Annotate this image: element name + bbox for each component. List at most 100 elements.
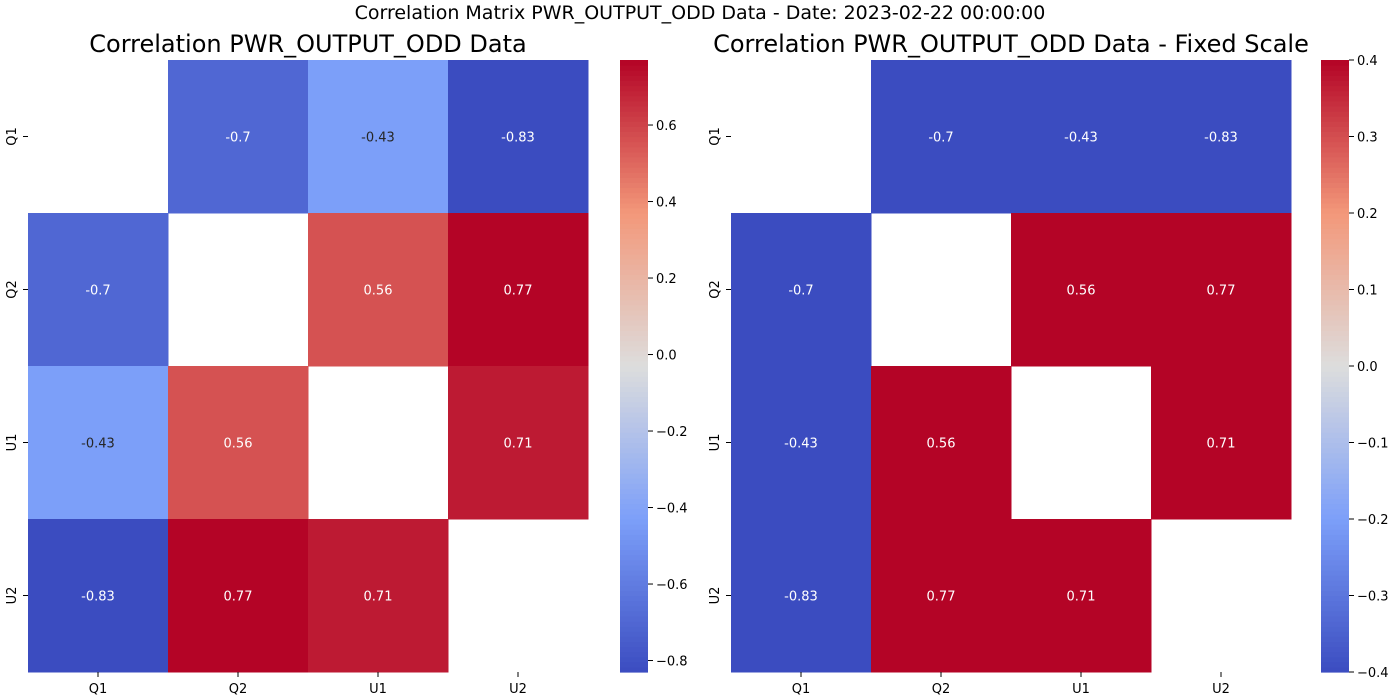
colorbar-segment [1321, 437, 1349, 444]
colorbar-segment [1321, 85, 1349, 92]
colorbar-segment [1321, 626, 1349, 632]
colorbar-segment [1321, 575, 1349, 581]
colorbar-segment [1321, 666, 1349, 673]
colorbar-segment [1321, 498, 1349, 505]
colorbar-segment [620, 381, 648, 387]
colorbar-segment [1321, 100, 1349, 107]
colorbar-segment [1321, 570, 1349, 576]
colorbar-segment [620, 116, 648, 122]
colorbar-segment [1321, 493, 1349, 500]
heatmap-cell-Q2-Q1 [28, 213, 169, 367]
heatmap-cell-U2-Q1 [731, 519, 872, 673]
colorbar-segment [620, 284, 648, 291]
colorbar-segment [1321, 258, 1349, 265]
colorbar-segment [1321, 447, 1349, 454]
colorbar-segment [620, 100, 648, 107]
colorbar-segment [620, 238, 648, 245]
colorbar-segment [1321, 631, 1349, 637]
colorbar-segment [1321, 243, 1349, 250]
heatmap-cell-Q1-Q2 [168, 60, 309, 214]
colorbar-segment [620, 549, 648, 556]
heatmap-cell-Q1-U1 [1011, 60, 1152, 214]
colorbar-segment [1321, 661, 1349, 668]
colorbar-segment [1321, 488, 1349, 495]
colorbar-segment [620, 524, 648, 530]
colorbar-segment [620, 564, 648, 571]
colorbar-segment [1321, 366, 1349, 372]
colorbar-segment [620, 253, 648, 260]
x-tick-label: Q1 [89, 682, 108, 697]
colorbar-segment [1321, 534, 1349, 540]
heatmap-cell-Q1-U1 [308, 60, 449, 214]
colorbar-segment [1321, 417, 1349, 423]
colorbar-segment [1321, 309, 1349, 316]
colorbar-segment [1321, 350, 1349, 357]
heatmap-cell-Q1-Q2 [871, 60, 1012, 214]
colorbar-segment [1321, 621, 1349, 627]
cell-value-label: -0.83 [501, 131, 535, 146]
colorbar-segment [620, 187, 648, 194]
colorbar-segment [1321, 473, 1349, 479]
colorbar-segment [620, 146, 648, 153]
colorbar-segment [1321, 549, 1349, 556]
colorbar-segment [1321, 559, 1349, 566]
colorbar-segment [620, 279, 648, 285]
colorbar-segment [620, 126, 648, 132]
colorbar-segment [620, 340, 648, 347]
colorbar-segment [620, 167, 648, 173]
colorbar-segment [620, 366, 648, 372]
colorbar-segment [620, 309, 648, 316]
colorbar-segment [1321, 228, 1349, 234]
heatmap-cell-Q1-U2 [448, 60, 589, 214]
cell-value-label: -0.7 [225, 131, 250, 146]
colorbar-segment [620, 498, 648, 505]
colorbar-segment [1321, 411, 1349, 418]
x-tick-label: U2 [1212, 682, 1230, 697]
colorbar-segment [620, 447, 648, 454]
colorbar-segment [620, 131, 648, 138]
colorbar-segment [1321, 80, 1349, 87]
colorbar-tick-label: 0.1 [1357, 284, 1378, 299]
colorbar-segment [620, 258, 648, 265]
cell-value-label: 0.77 [1207, 284, 1236, 299]
colorbar-segment [1321, 156, 1349, 163]
colorbar-segment [1321, 554, 1349, 561]
colorbar-segment [1321, 564, 1349, 571]
colorbar-segment [620, 666, 648, 673]
colorbar-segment [1321, 585, 1349, 591]
y-tick-label: U2 [5, 587, 20, 605]
heatmap-cell-U1-Q1 [731, 366, 872, 520]
colorbar-segment [1321, 519, 1349, 525]
colorbar-segment [1321, 264, 1349, 270]
colorbar-segment [620, 427, 648, 433]
colorbar-segment [1321, 218, 1349, 224]
colorbar-segment [620, 600, 648, 607]
colorbar-segment [620, 233, 648, 240]
colorbar-tick-label: −0.2 [1357, 513, 1389, 528]
colorbar-segment [620, 95, 648, 102]
colorbar-segment [620, 468, 648, 474]
colorbar-segment [620, 207, 648, 214]
colorbar-segment [1321, 75, 1349, 81]
colorbar-segment [620, 162, 648, 168]
colorbar-segment [620, 559, 648, 566]
chart-title: Correlation PWR_OUTPUT_ODD Data - Fixed … [713, 30, 1309, 58]
colorbar-segment [1321, 131, 1349, 138]
colorbar-segment [1321, 151, 1349, 158]
cell-value-label: -0.43 [784, 437, 818, 452]
colorbar-segment [1321, 590, 1349, 597]
colorbar-tick-label: 0.2 [656, 272, 677, 287]
colorbar-segment [620, 85, 648, 92]
cell-value-label: 0.56 [224, 437, 253, 452]
colorbar-segment [1321, 330, 1349, 336]
colorbar-segment [620, 228, 648, 234]
colorbar-segment [1321, 121, 1349, 127]
colorbar-tick-label: −0.4 [1357, 666, 1389, 681]
colorbar-segment [620, 462, 648, 469]
colorbar-segment [1321, 636, 1349, 642]
heatmap-panel-left: Correlation PWR_OUTPUT_ODD Data -0.7 -0.43… [5, 30, 688, 697]
colorbar-segment [1321, 468, 1349, 474]
heatmap-cell-U2-U1 [308, 519, 449, 673]
colorbar-segment [620, 121, 648, 127]
colorbar-segment [620, 503, 648, 510]
